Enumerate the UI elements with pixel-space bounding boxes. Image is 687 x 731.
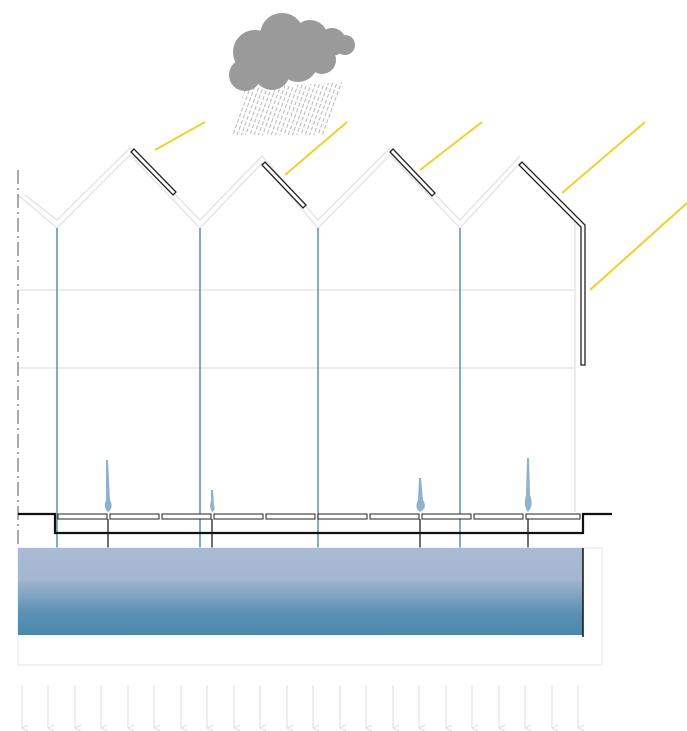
rain: [232, 82, 345, 135]
sun-rays: [154, 121, 687, 291]
water-plumes: [104, 458, 532, 512]
floor-slab: [18, 512, 612, 548]
cloud: [229, 13, 355, 91]
ground-arrows: [22, 685, 578, 728]
shading-panels: [130, 148, 586, 366]
water-tank: [18, 548, 583, 635]
roof-outline: [17, 146, 576, 512]
columns: [56, 228, 461, 548]
